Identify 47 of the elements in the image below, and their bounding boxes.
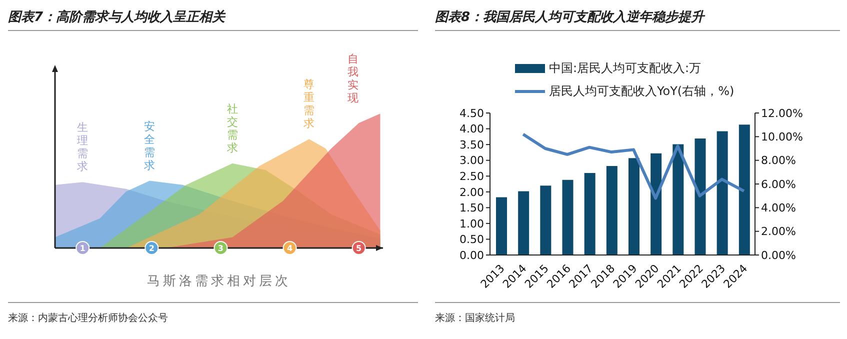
- y2-tick-label: 0.00%: [761, 248, 796, 262]
- y-tick-label: 0.50: [460, 233, 484, 246]
- series-label: 自我实现: [348, 52, 358, 105]
- x-tick-label: 1: [80, 244, 86, 253]
- x-tick-label: 3: [218, 244, 224, 253]
- series-label: 生理需求: [77, 121, 88, 174]
- x-axis-title: 马斯洛需求相对层次: [146, 273, 292, 290]
- y-tick-label: 1.50: [460, 202, 484, 215]
- x-tick-label: 5: [356, 244, 362, 253]
- bar: [562, 180, 574, 255]
- x-tick-label: 2: [148, 244, 154, 253]
- y-tick-label: 1.00: [460, 217, 484, 230]
- bar: [672, 144, 684, 255]
- y-tick-label: 3.50: [460, 138, 484, 152]
- y2-tick-label: 4.00%: [761, 202, 796, 215]
- x-tick-label: 4: [286, 244, 293, 253]
- y2-tick-label: 10.00%: [761, 130, 803, 144]
- bar: [716, 131, 728, 255]
- series-label: 社交需求: [226, 102, 238, 154]
- source-note: 来源：国家统计局: [435, 312, 516, 325]
- bar: [650, 153, 662, 255]
- series-label: 尊重需求: [304, 78, 315, 130]
- y2-tick-label: 2.00%: [761, 225, 796, 238]
- y2-tick-label: 6.00%: [761, 178, 796, 191]
- bar: [540, 186, 552, 255]
- legend-label: 中国:居民人均可支配收入:万: [549, 60, 702, 77]
- series-label: 安全需求: [144, 120, 156, 172]
- bar: [496, 197, 507, 255]
- chart-title: 图表8：我国居民人均可支配收入逆年稳步提升: [435, 8, 840, 31]
- y-tick-label: 2.00: [460, 186, 484, 199]
- y-tick-label: 0.00: [460, 248, 484, 262]
- legend-label: 居民人均可支配收入YoY(右轴，%): [549, 83, 734, 100]
- line-series: [522, 132, 746, 200]
- y-tick-label: 4.00: [460, 122, 484, 136]
- bar: [606, 166, 618, 255]
- bar: [584, 172, 596, 255]
- source-note: 来源：内蒙古心理分析师协会公众号: [8, 312, 169, 325]
- bar: [628, 158, 640, 255]
- bar: [518, 191, 530, 255]
- y-tick-label: 2.50: [460, 170, 484, 184]
- bar: [694, 138, 706, 255]
- y2-tick-label: 12.00%: [761, 106, 803, 120]
- y-tick-label: 3.00: [460, 154, 484, 168]
- y2-tick-label: 8.00%: [761, 154, 796, 168]
- bar: [738, 124, 750, 255]
- y-tick-label: 4.50: [460, 106, 484, 120]
- chart-title: 图表7：高阶需求与人均收入呈正相关: [8, 8, 418, 31]
